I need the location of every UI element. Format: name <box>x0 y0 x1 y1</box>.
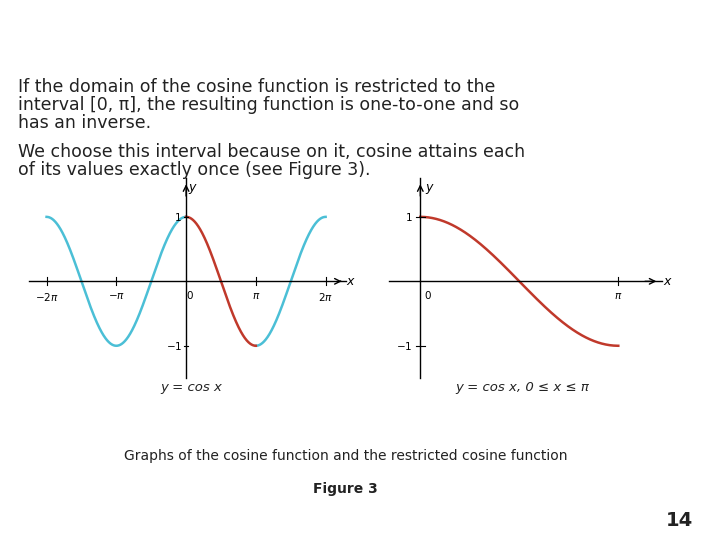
Text: $2\pi$: $2\pi$ <box>318 291 333 303</box>
Text: We choose this interval because on it, cosine attains each: We choose this interval because on it, c… <box>18 143 525 161</box>
Text: $\pi$: $\pi$ <box>252 291 260 301</box>
Text: y = cos x: y = cos x <box>160 381 222 394</box>
Text: 0: 0 <box>425 291 431 301</box>
Text: $-\pi$: $-\pi$ <box>108 291 125 301</box>
Text: Figure 3: Figure 3 <box>313 482 378 496</box>
Text: x: x <box>346 275 354 288</box>
Text: $-1$: $-1$ <box>397 340 413 352</box>
Text: y = cos x, 0 ≤ x ≤ π: y = cos x, 0 ≤ x ≤ π <box>455 381 589 394</box>
Text: y: y <box>189 181 196 194</box>
Text: The Inverse Cosine Function: The Inverse Cosine Function <box>18 16 417 40</box>
Text: of its values exactly once (see Figure 3).: of its values exactly once (see Figure 3… <box>18 161 371 179</box>
Text: $-1$: $-1$ <box>166 340 182 352</box>
Text: If the domain of the cosine function is restricted to the: If the domain of the cosine function is … <box>18 78 495 96</box>
Text: $-2\pi$: $-2\pi$ <box>35 291 58 303</box>
Text: $\pi$: $\pi$ <box>614 291 623 301</box>
Text: Graphs of the cosine function and the restricted cosine function: Graphs of the cosine function and the re… <box>124 449 567 463</box>
Text: y: y <box>426 181 433 194</box>
Text: x: x <box>664 275 671 288</box>
Text: $1$: $1$ <box>405 211 413 223</box>
Text: $1$: $1$ <box>174 211 182 223</box>
Text: interval [0, π], the resulting function is one-to-one and so: interval [0, π], the resulting function … <box>18 96 519 114</box>
Text: has an inverse.: has an inverse. <box>18 114 151 132</box>
Text: 14: 14 <box>666 511 693 530</box>
Text: 0: 0 <box>186 291 194 301</box>
